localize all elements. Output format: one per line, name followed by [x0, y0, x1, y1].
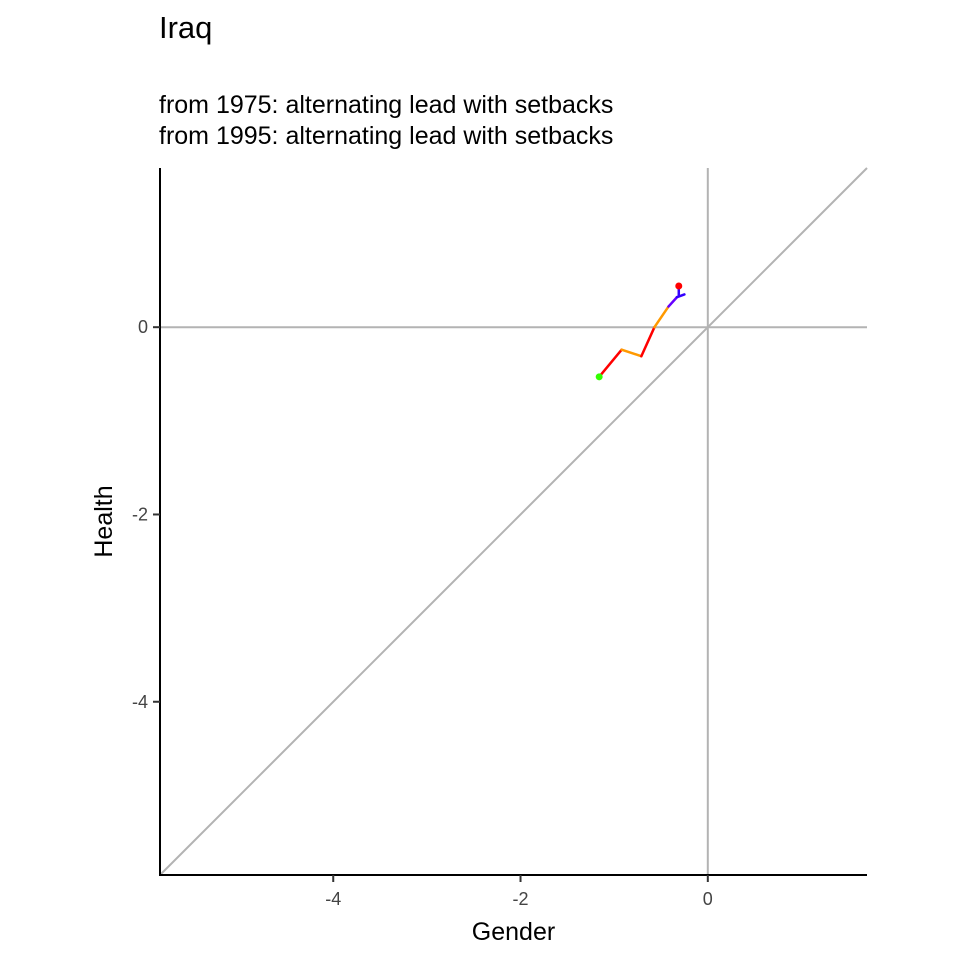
trajectory-segment	[620, 348, 643, 358]
reference-line-diagonal	[159, 167, 868, 876]
trajectory-segment	[640, 325, 656, 358]
axes	[159, 168, 867, 876]
y-tick-label: -2	[132, 504, 148, 524]
trajectory-segment	[667, 295, 679, 308]
x-tick-label: -2	[513, 889, 529, 909]
trajectory-segment	[653, 305, 670, 329]
y-tick-label: 0	[138, 317, 148, 337]
x-axis-title: Gender	[472, 918, 555, 946]
trajectory-segment	[597, 348, 623, 379]
y-axis-title: Health	[90, 485, 118, 557]
chart-subtitle-line-1: from 1975: alternating lead with setback…	[159, 91, 614, 119]
trajectory	[595, 282, 686, 381]
y-tick-label: -4	[132, 692, 148, 712]
chart-title: Iraq	[159, 10, 213, 45]
chart-subtitle-line-2: from 1995: alternating lead with setback…	[159, 122, 614, 150]
reference-lines	[159, 167, 868, 876]
trajectory-segment	[675, 293, 686, 299]
x-tick-label: -4	[325, 889, 341, 909]
start-point	[595, 373, 603, 381]
x-tick-label: 0	[703, 889, 713, 909]
end-point	[675, 282, 683, 290]
ticks: -4 -2 0 0 -2 -4	[132, 317, 713, 909]
